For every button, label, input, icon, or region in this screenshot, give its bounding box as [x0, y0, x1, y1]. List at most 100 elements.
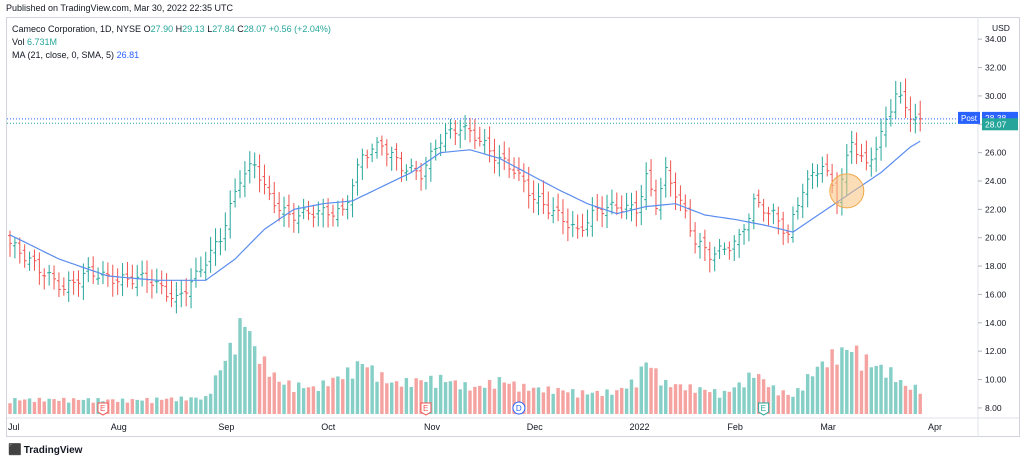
volume-bar [654, 368, 658, 414]
volume-bar [37, 397, 42, 414]
low-value: 27.84 [212, 24, 235, 34]
volume-bar [331, 377, 335, 414]
volume-bar [297, 382, 301, 414]
tradingview-logo-icon: ⬛ [8, 444, 22, 456]
y-tick-label: 30.00 [985, 91, 1007, 101]
earnings-marker[interactable]: E [420, 402, 432, 416]
earnings-letter: E [761, 404, 766, 413]
volume-bar [32, 402, 37, 414]
y-tick-label: 8.00 [985, 403, 1002, 413]
volume-bar [781, 390, 785, 414]
volume-bar [639, 366, 643, 414]
volume-bar [248, 331, 252, 414]
volume-bar [115, 401, 120, 414]
volume-bar [27, 398, 32, 414]
highlight-circle [829, 173, 865, 209]
volume-bar [708, 392, 712, 414]
volume-bar [111, 399, 115, 414]
earnings-icon [758, 402, 770, 416]
volume-bar [438, 374, 443, 414]
volume-bar [424, 381, 428, 414]
volume-bar [815, 366, 820, 414]
ma-row[interactable]: MA (21, close, 0, SMA, 5) 26.81 [12, 49, 331, 62]
volume-bar [13, 397, 17, 414]
volume-bar [385, 383, 389, 414]
volume-bar [805, 374, 810, 414]
volume-bar [380, 372, 384, 414]
volume-bar [571, 389, 575, 414]
volume-bar [732, 387, 736, 414]
volume-bar [120, 398, 125, 414]
volume-bar [791, 396, 795, 414]
volume-bar [345, 367, 350, 414]
volume-bar [218, 370, 223, 414]
volume-bar [859, 370, 864, 414]
volume-bar [835, 364, 839, 414]
volume-bar [742, 387, 746, 414]
volume-bar [140, 400, 144, 414]
y-tick-label: 20.00 [985, 233, 1007, 243]
volume-bar [184, 400, 188, 414]
post-price-label: 28.38 [985, 113, 1007, 123]
volume-bar [62, 397, 66, 414]
volume-bar [135, 399, 139, 414]
volume-bar [91, 402, 95, 414]
volume-bar [761, 379, 766, 414]
volume-bar [360, 364, 365, 414]
volume-bar [737, 382, 741, 414]
volume-bar [125, 402, 130, 414]
dividend-marker[interactable]: D [512, 401, 526, 415]
volume-series [8, 318, 922, 414]
volume-bar [634, 387, 639, 414]
volume-bar [512, 381, 516, 414]
volume-bar [57, 400, 61, 414]
volume-bar [443, 382, 448, 414]
volume-bar [164, 398, 169, 414]
volume-bar [898, 380, 903, 414]
y-tick-label: 18.00 [985, 261, 1007, 271]
volume-bar [370, 365, 374, 414]
volume-bar [252, 346, 257, 414]
volume-bar [204, 396, 208, 414]
symbol-title[interactable]: Cameco Corporation, 1D, NYSE [12, 24, 142, 34]
volume-bar [522, 383, 526, 414]
chart-frame [6, 17, 1020, 437]
x-tick-label: Mar [820, 422, 836, 432]
volume-bar [879, 364, 883, 414]
volume-bar [595, 390, 599, 414]
volume-bar [820, 361, 825, 414]
volume-bar [155, 397, 159, 414]
volume-bar [766, 387, 771, 414]
earnings-icon [420, 402, 432, 416]
volume-row[interactable]: Vol 6.731M [12, 36, 331, 49]
volume-bar [590, 392, 595, 414]
x-tick-label: 2022 [629, 422, 649, 432]
volume-bar [243, 326, 247, 414]
volume-bar [771, 385, 776, 414]
volume-bar [722, 390, 727, 414]
y-tick-label: 10.00 [985, 375, 1007, 385]
volume-bar [86, 398, 91, 414]
volume-bar [908, 389, 913, 414]
volume-bar [541, 392, 546, 414]
post-label: Post [961, 114, 978, 123]
volume-bar [659, 385, 663, 414]
volume-bar [468, 390, 472, 414]
volume-bar [776, 395, 781, 414]
volume-bar [869, 367, 873, 414]
earnings-marker[interactable]: E [97, 402, 109, 416]
y-tick-label: 12.00 [985, 346, 1007, 356]
y-tick-label: 22.00 [985, 204, 1007, 214]
volume-bar [854, 345, 859, 414]
footer-brand[interactable]: ⬛ TradingView [8, 443, 82, 456]
open-label: O [143, 24, 151, 34]
earnings-marker[interactable]: E [758, 402, 770, 416]
volume-bar [399, 386, 404, 414]
volume-bar [752, 377, 756, 414]
volume-bar [336, 376, 340, 414]
volume-bar [8, 403, 12, 414]
x-tick-label: Feb [727, 422, 743, 432]
volume-bar [448, 381, 453, 414]
volume-bar [615, 390, 619, 414]
